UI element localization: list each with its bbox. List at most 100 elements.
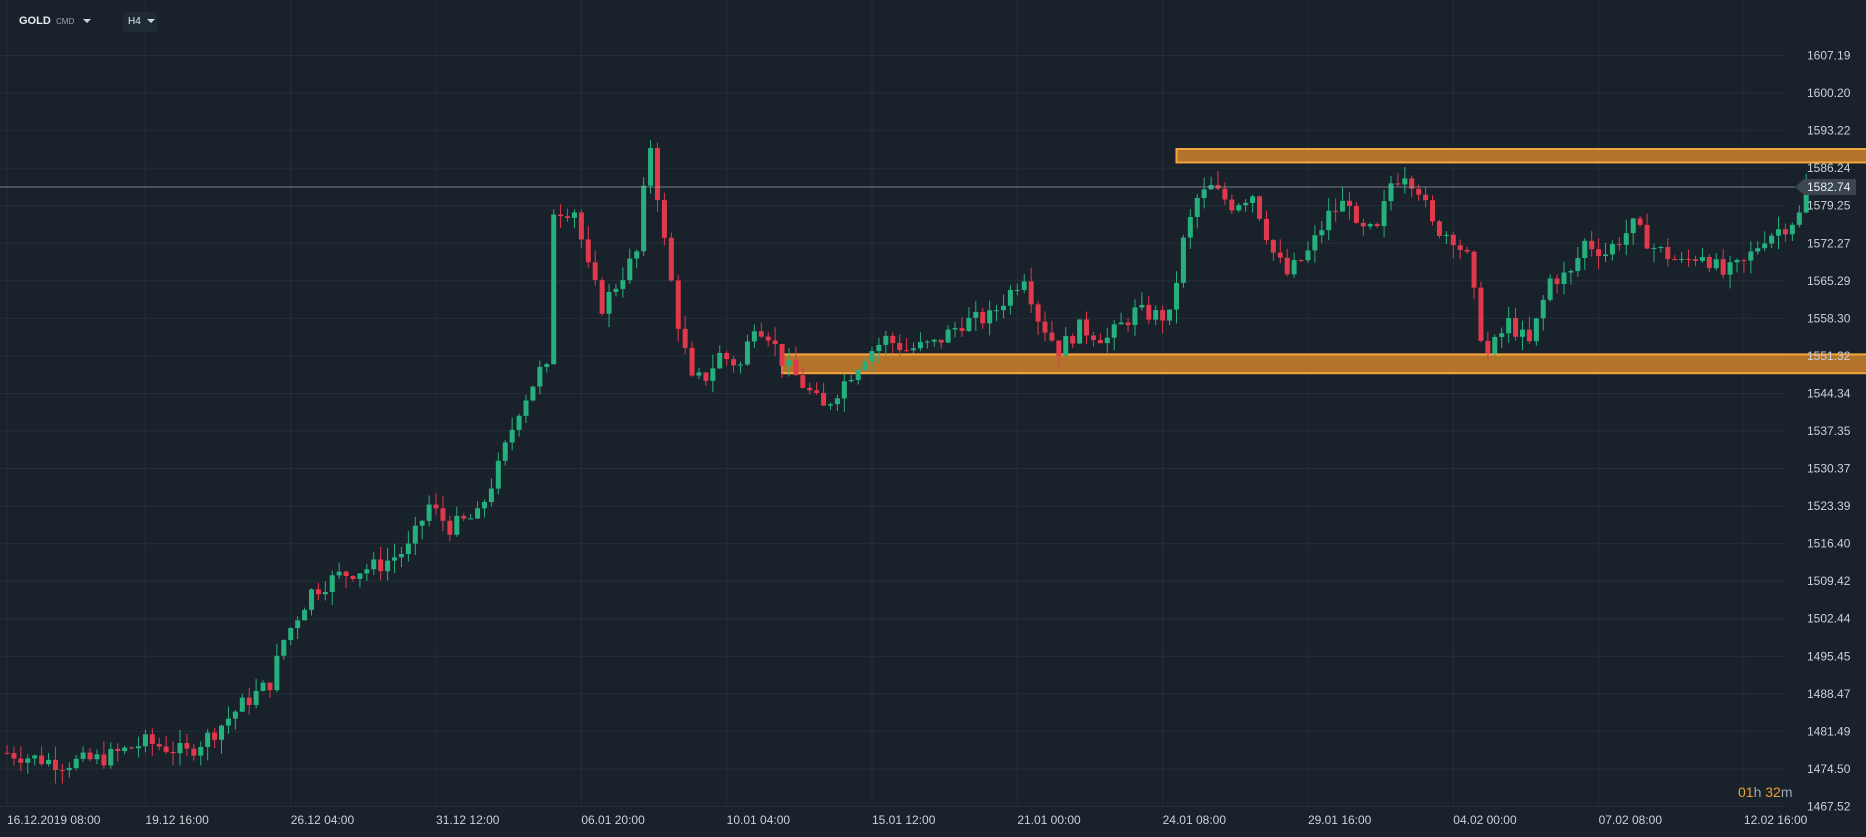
candle-body [350, 576, 356, 579]
candle-body [371, 559, 377, 570]
candle-body [246, 697, 252, 706]
candle-body [966, 317, 972, 331]
candle [1526, 316, 1532, 344]
candle [1374, 222, 1380, 228]
candle [177, 730, 183, 766]
candle-body [170, 751, 176, 754]
price-tick-label: 1607.19 [1807, 49, 1851, 63]
price-tick-label: 1467.52 [1807, 800, 1851, 814]
candle-body [25, 758, 31, 763]
candle [1077, 319, 1083, 344]
candle-body [945, 329, 951, 343]
candle-body [585, 239, 591, 263]
candle-body [1699, 256, 1705, 261]
timeframe-chevron-down-icon[interactable] [147, 19, 155, 23]
candle [523, 394, 529, 423]
candle-body [198, 746, 204, 756]
candle [502, 439, 508, 466]
price-tick-label: 1481.49 [1807, 724, 1851, 738]
symbol-dropdown-chevron-down-icon[interactable] [83, 19, 91, 23]
candle [1443, 231, 1449, 245]
candle-body [994, 310, 1000, 312]
candle [1201, 177, 1207, 209]
candle [980, 307, 986, 329]
candle-body [343, 571, 349, 577]
candle [1173, 271, 1179, 324]
candle-body [219, 725, 225, 740]
candle-body [1360, 222, 1366, 227]
candle [1042, 311, 1048, 342]
candle-body [1506, 318, 1512, 334]
candle-body [336, 571, 342, 576]
candle-body [654, 148, 660, 201]
candle-body [1450, 234, 1456, 246]
countdown-minutes-unit: m [1780, 784, 1793, 800]
candle [1395, 173, 1401, 187]
candle [654, 142, 660, 212]
candle-body [675, 280, 681, 329]
price-axis[interactable]: 1607.19 1600.20 1593.22 1586.24 1579.25 1572.… [1807, 49, 1851, 814]
candle-body [392, 557, 398, 561]
candle [1298, 259, 1304, 262]
candle-body [952, 328, 958, 330]
candle-body [1381, 201, 1387, 227]
support-zone [781, 353, 1866, 375]
candle [1609, 240, 1615, 261]
candle-body [1007, 289, 1013, 306]
candle-body [1755, 248, 1761, 252]
candle-body [869, 351, 875, 362]
candle-body [1436, 221, 1442, 236]
chart-grid [0, 0, 1785, 807]
candle [834, 394, 840, 412]
candle [315, 582, 321, 601]
candle [239, 693, 245, 713]
candle-body [1609, 243, 1615, 255]
candle-body [267, 682, 273, 691]
candle [641, 177, 647, 256]
candle [364, 563, 370, 581]
candle [862, 357, 868, 372]
resistance-zone [1175, 148, 1866, 164]
candle [1762, 231, 1768, 252]
candle-body [18, 758, 24, 763]
candle-body [1222, 188, 1228, 200]
candle-body [1014, 289, 1020, 291]
candle [1436, 219, 1442, 239]
candle-body [1499, 333, 1505, 337]
symbol-label[interactable]: GOLD [19, 15, 51, 27]
candle-body [758, 331, 764, 337]
candle-body [1762, 243, 1768, 249]
candle-body [800, 375, 806, 388]
candle-body [1257, 196, 1263, 219]
time-tick-label: 29.01 16:00 [1308, 813, 1372, 827]
timeframe-label[interactable]: H4 [128, 16, 141, 27]
candle [1748, 241, 1754, 274]
candle [1741, 259, 1747, 273]
candle-body [620, 280, 626, 289]
candle [1180, 234, 1186, 288]
candle [585, 226, 591, 268]
time-axis[interactable]: 16.12.2019 08:00 19.12 16:00 26.12 04:00 31… [7, 813, 1808, 827]
candle [281, 639, 287, 660]
candle-body [495, 460, 501, 489]
candle-body [731, 359, 737, 366]
candle [1284, 248, 1290, 277]
candle [392, 543, 398, 574]
candle-body [897, 343, 903, 351]
candle [987, 300, 993, 336]
candle-body [1243, 202, 1249, 206]
candle-body [924, 341, 930, 343]
candle [1222, 182, 1228, 205]
price-tick-label: 1523.39 [1807, 499, 1851, 513]
candle-body [959, 328, 965, 331]
candle-countdown: 01h 32m [1738, 784, 1793, 800]
timeframe-selector[interactable] [123, 12, 157, 32]
candle [1679, 252, 1685, 264]
instrument-type-label[interactable]: CMD [56, 17, 75, 26]
candle [1769, 232, 1775, 249]
candle [689, 341, 695, 377]
candle [447, 515, 453, 542]
price-tick-label: 1565.29 [1807, 274, 1851, 288]
candle [565, 208, 571, 222]
